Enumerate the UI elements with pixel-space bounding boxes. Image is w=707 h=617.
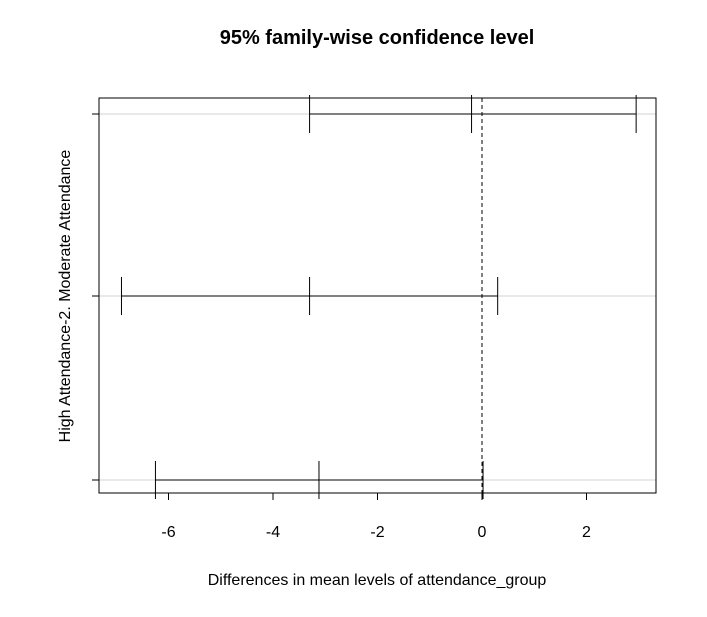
confidence-intervals — [120, 95, 637, 499]
x-axis: -6 -4 -2 0 2 — [161, 492, 591, 541]
chart-title: 95% family-wise confidence level — [220, 27, 535, 49]
x-tick-label: 2 — [582, 524, 591, 541]
x-axis-label: Differences in mean levels of attendance… — [208, 572, 547, 589]
x-tick-label: 0 — [478, 524, 487, 541]
y-axis — [92, 113, 100, 481]
x-tick-label: -4 — [266, 524, 280, 541]
x-tick-label: -2 — [370, 524, 384, 541]
grid-lines — [99, 113, 656, 481]
y-axis-label: High Attendance-2. Moderate Attendance — [57, 150, 74, 443]
x-tick-label: -6 — [161, 524, 175, 541]
